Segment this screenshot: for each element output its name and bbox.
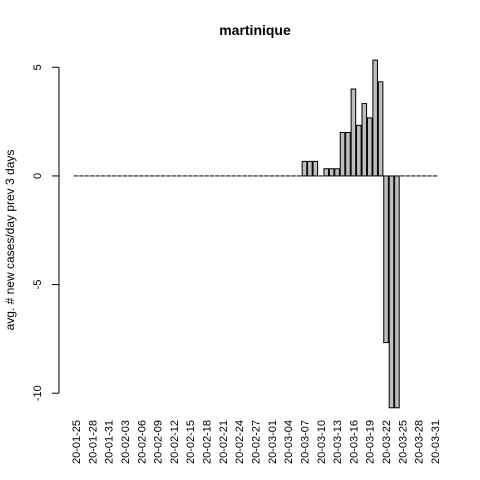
x-tick-label: 20-02-27 (251, 420, 263, 464)
x-tick-label: 20-03-04 (283, 420, 295, 464)
bar (394, 175, 400, 409)
y-tick-label: -10 (32, 385, 44, 401)
bar (356, 124, 362, 177)
x-tick-label: 20-03-22 (381, 420, 393, 464)
x-tick-label: 20-02-03 (120, 420, 132, 464)
x-tick-label: 20-03-01 (267, 420, 279, 464)
bars (73, 59, 438, 409)
x-tick-label: 20-03-13 (332, 420, 344, 464)
x-tick-label: 20-01-25 (71, 420, 83, 464)
y-axis: 5 0 -5 -10 (32, 64, 60, 401)
bar (372, 59, 378, 177)
bar (328, 168, 335, 177)
bar (301, 160, 308, 177)
bar (312, 160, 319, 177)
bar (361, 103, 368, 177)
bar (334, 168, 340, 177)
bar (323, 168, 329, 177)
x-tick-label: 20-02-09 (153, 420, 165, 464)
x-tick-label: 20-01-28 (87, 420, 99, 464)
y-tick-label: 5 (32, 64, 44, 70)
bar (383, 175, 389, 344)
x-tick-label: 20-03-25 (397, 420, 409, 464)
bar (388, 175, 395, 409)
x-tick-label: 20-03-31 (430, 420, 442, 464)
x-tick-label: 20-02-21 (218, 420, 230, 464)
bar (366, 117, 373, 177)
bar (350, 88, 357, 177)
x-tick-label: 20-02-15 (185, 420, 197, 464)
x-tick-label: 20-03-16 (348, 420, 360, 464)
x-tick-label: 20-03-19 (365, 420, 377, 464)
x-tick-label: 20-03-10 (316, 420, 328, 464)
x-tick-label: 20-02-06 (136, 420, 148, 464)
x-tick-label: 20-01-31 (104, 420, 116, 464)
y-axis-label: avg. # new cases/day prev 3 days (3, 150, 17, 331)
x-tick-label: 20-02-24 (234, 420, 246, 464)
y-tick-label: 0 (32, 173, 44, 179)
x-tick-label: 20-02-18 (202, 420, 214, 464)
bar (339, 131, 346, 177)
x-tick-label: 20-03-07 (299, 420, 311, 464)
chart-title: martinique (219, 22, 291, 38)
bar (345, 131, 351, 177)
bar (307, 160, 313, 177)
x-tick-label: 20-03-28 (414, 420, 426, 464)
bar (377, 81, 384, 177)
y-tick-label: -5 (32, 280, 44, 290)
x-tick-label: 20-02-12 (169, 420, 181, 464)
x-axis: 20-01-25 20-01-28 20-01-31 20-02-03 20-02-06… (71, 420, 442, 464)
